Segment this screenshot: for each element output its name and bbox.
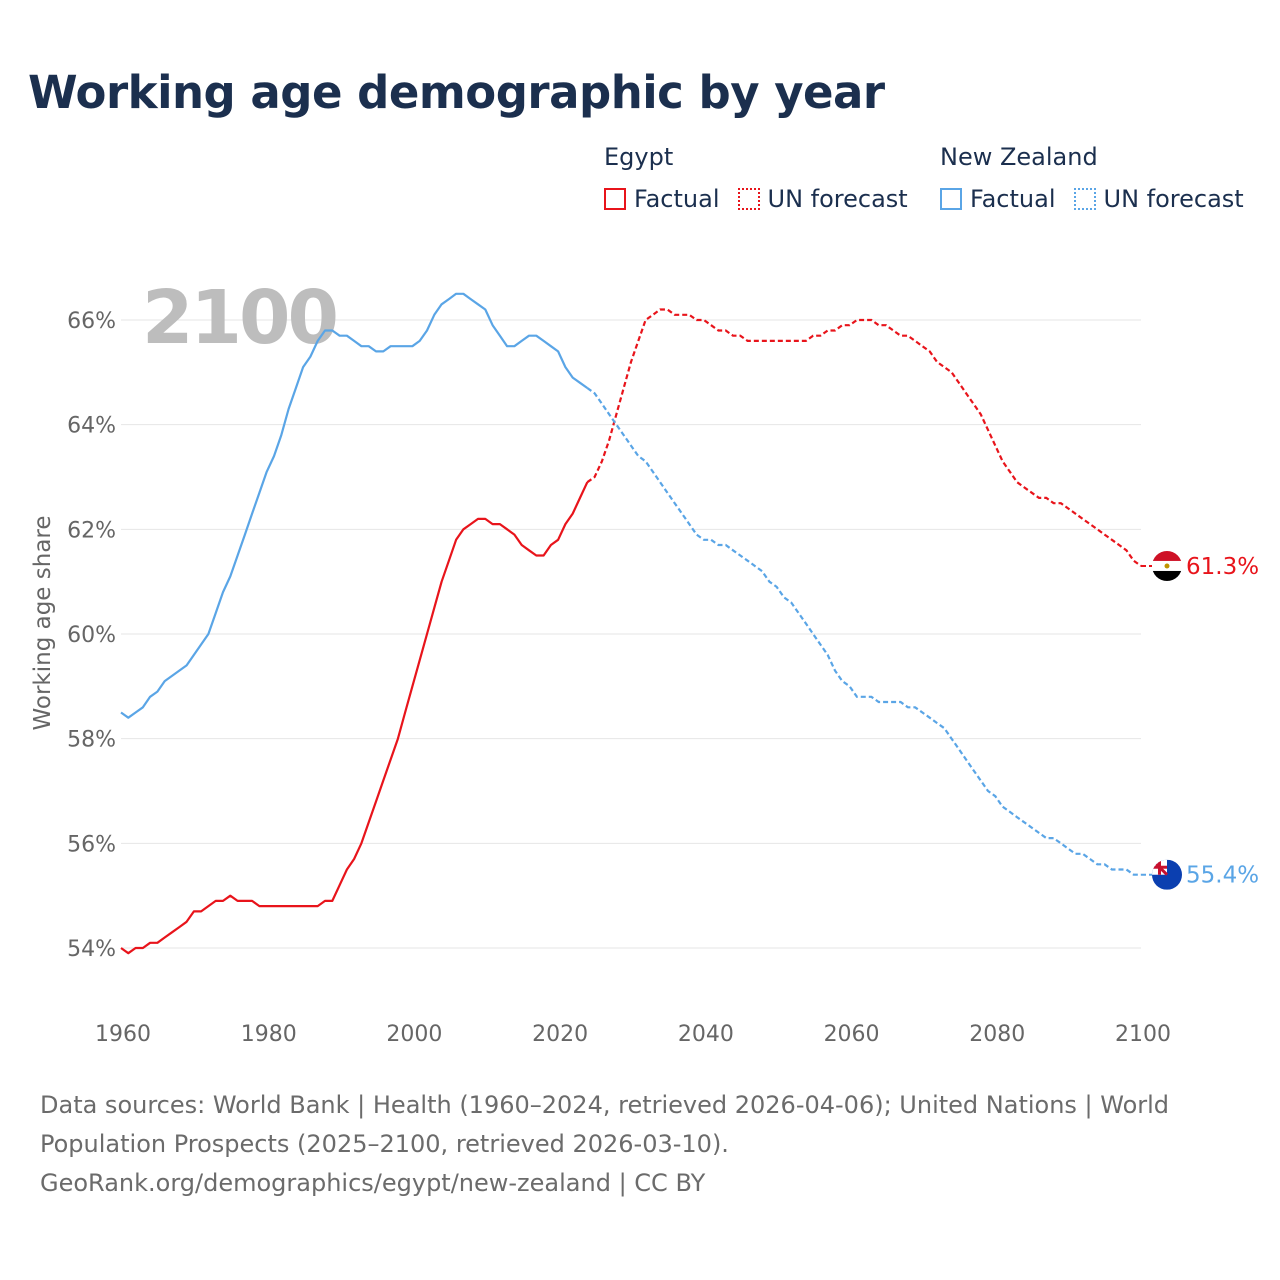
end-markers: 61.3% 55.4% (1141, 550, 1259, 890)
legend-swatch-solid (940, 188, 962, 210)
y-tick-label: 64% (67, 414, 116, 439)
y-tick-label: 66% (67, 309, 116, 334)
flag-cross-h (1152, 865, 1167, 869)
footer-line-3[interactable]: GeoRank.org/demographics/egypt/new-zeala… (40, 1169, 706, 1197)
x-tick-label: 2080 (969, 1022, 1025, 1047)
x-tick-label: 2100 (1115, 1022, 1171, 1047)
footer-sources: Data sources: World Bank | Health (1960–… (40, 1086, 1240, 1203)
y-tick-label: 56% (67, 832, 116, 857)
flag-stripe-red (1152, 550, 1182, 561)
new-zealand-flag-icon (1152, 859, 1182, 890)
legend-group-egypt: Egypt Factual UN forecast (604, 143, 926, 213)
series-egypt-factual (120, 481, 589, 955)
footer-line-2: Population Prospects (2025–2100, retriev… (40, 1130, 729, 1158)
x-tick-label: 2040 (678, 1022, 734, 1047)
series-new-zealand-forecast (586, 387, 1141, 876)
nz-end-label: 55.4% (1186, 863, 1259, 889)
legend-label: Factual (634, 185, 720, 213)
y-tick-label: 58% (67, 728, 116, 753)
x-tick-label: 1960 (95, 1022, 151, 1047)
legend-label: UN forecast (1103, 185, 1244, 213)
legend-group-new-zealand: New Zealand Factual UN forecast (940, 143, 1244, 213)
egypt-end-label: 61.3% (1186, 554, 1259, 580)
series (120, 292, 1142, 955)
flag-eagle (1164, 563, 1170, 569)
chart-title: Working age demographic by year (28, 66, 885, 119)
x-tick-label: 2020 (532, 1022, 588, 1047)
legend-item-nz-factual[interactable]: Factual (940, 185, 1056, 213)
y-tick-label: 60% (67, 623, 116, 648)
x-tick-label: 2000 (386, 1022, 442, 1047)
legend-item-egypt-forecast[interactable]: UN forecast (737, 185, 908, 213)
y-tick-label: 62% (67, 518, 116, 543)
footer-line-1: Data sources: World Bank | Health (1960–… (40, 1091, 1170, 1119)
series-egypt-forecast (586, 308, 1142, 567)
flag-stripe-black (1152, 570, 1182, 581)
egypt-flag-icon (1152, 550, 1182, 581)
legend-label: UN forecast (767, 185, 908, 213)
legend-swatch-dotted (737, 188, 760, 210)
legend-swatch-dotted (1073, 188, 1096, 210)
legend-group-name: New Zealand (940, 143, 1098, 171)
legend-item-nz-forecast[interactable]: UN forecast (1073, 185, 1244, 213)
year-overlay: 2100 (142, 275, 336, 361)
y-axis-label: Working age share (30, 515, 56, 730)
axes: 54% 56% 58% 60% 62% 64% 66% 1960 1980 2000 2020 204… (67, 309, 1171, 1047)
series-new-zealand-factual (120, 292, 588, 719)
legend-label: Factual (970, 185, 1056, 213)
x-tick-label: 2060 (824, 1022, 880, 1047)
legend-swatch-solid (604, 188, 626, 210)
legend-item-egypt-factual[interactable]: Factual (604, 185, 720, 213)
legend-group-name: Egypt (604, 143, 674, 171)
x-tick-label: 1980 (241, 1022, 297, 1047)
grid-lines (121, 319, 1141, 949)
y-tick-label: 54% (67, 937, 116, 962)
